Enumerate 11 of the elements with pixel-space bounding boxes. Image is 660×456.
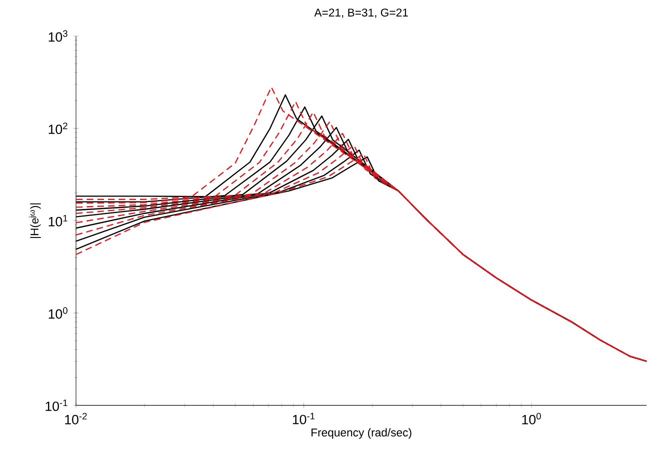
y-tick-label: 10$^{3}$ [48, 30, 68, 42]
x-tick-label: 10$^{-1}$ [292, 412, 315, 424]
y-tick-label: 10$^{-1}$ [46, 400, 68, 412]
x-tick-label: 10$^{0}$ [522, 412, 541, 424]
y-axis-title: |H(e$^{jω}$)| [28, 203, 41, 238]
x-axis-title: Frequency (rad/sec) [312, 428, 412, 439]
chart-title: A=21, B=31, G=21 [314, 8, 408, 18]
x-tick-label: 10$^{-2}$ [65, 412, 87, 424]
y-tick-label: 10$^{1}$ [48, 214, 68, 226]
y-tick-label: 10$^{0}$ [48, 307, 68, 319]
y-tick-label: 10$^{2}$ [48, 122, 68, 134]
